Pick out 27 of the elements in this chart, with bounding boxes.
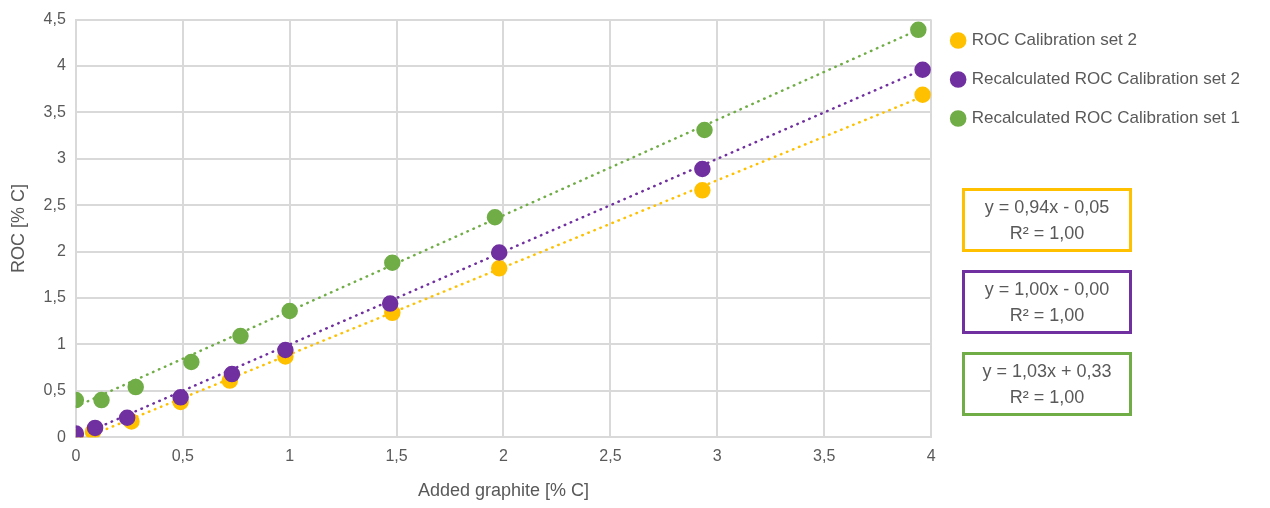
x-tick-label: 0,5 [171,447,194,465]
legend-label: Recalculated ROC Calibration set 2 [971,69,1241,89]
legend-label: ROC Calibration set 2 [971,30,1137,50]
y-tick-label: 3 [56,149,66,167]
y-tick-label: 2,5 [43,195,66,213]
y-tick-label: 1 [56,334,66,352]
x-tick-label: 4 [926,447,936,465]
x-tick-label: 2,5 [599,447,622,465]
y-tick-label: 4,5 [43,10,66,28]
y-tick-label: 2 [56,242,66,260]
text: y = 1,03x + 0,33 R² = 1,00 [962,352,1132,416]
x-tick-label: 3,5 [813,447,836,465]
legend-label: Recalculated ROC Calibration set 1 [971,108,1241,128]
x-tick-label: 0 [71,447,81,465]
y-tick-label: 4 [56,56,66,74]
y-tick-label: 0,5 [43,381,66,399]
x-tick-label: 1 [285,447,295,465]
y-tick-label: 0 [56,427,66,445]
x-axis-title: Added graphite [% C] [417,480,590,501]
y-tick-label: 1,5 [43,288,66,306]
x-tick-label: 3 [712,447,722,465]
y-axis-title: ROC [% C] [7,183,28,273]
text: y = 0,94x - 0,05 R² = 1,00 [962,188,1132,252]
x-tick-label: 1,5 [385,447,408,465]
text: y = 1,00x - 0,00 R² = 1,00 [962,270,1132,334]
y-tick-label: 3,5 [43,102,66,120]
x-tick-label: 2 [499,447,509,465]
